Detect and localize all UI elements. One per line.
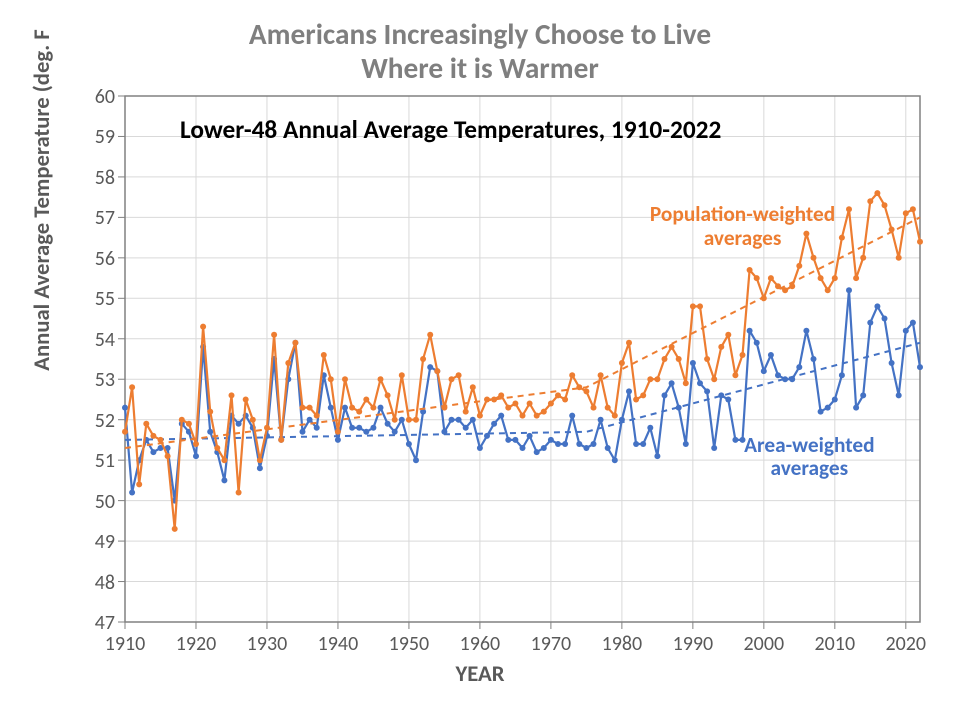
- y-tick-label: 55: [79, 287, 115, 311]
- chart-svg: [0, 0, 960, 720]
- x-axis-label: YEAR: [0, 660, 960, 688]
- y-tick-label: 54: [79, 328, 115, 352]
- x-tick-label: 1960: [458, 632, 502, 656]
- area-series-label-line1: Area-weighted: [699, 434, 919, 457]
- x-tick-label: 1970: [529, 632, 573, 656]
- y-tick-label: 52: [79, 409, 115, 433]
- population-series-label-line1: Population-weighted: [623, 203, 863, 226]
- y-tick-label: 50: [79, 490, 115, 514]
- in-chart-title: Lower-48 Annual Average Temperatures, 19…: [180, 114, 721, 145]
- x-tick-label: 2010: [813, 632, 857, 656]
- y-tick-label: 58: [79, 166, 115, 190]
- y-tick-label: 53: [79, 368, 115, 392]
- x-tick-label: 2000: [742, 632, 786, 656]
- area-series-label: Area-weighted averages: [699, 434, 919, 481]
- x-tick-label: 1910: [103, 632, 147, 656]
- y-tick-label: 57: [79, 206, 115, 230]
- y-tick-label: 49: [79, 530, 115, 554]
- y-tick-label: 51: [79, 449, 115, 473]
- x-tick-label: 1990: [671, 632, 715, 656]
- x-tick-label: 1940: [316, 632, 360, 656]
- area-series-label-line2: averages: [699, 457, 919, 480]
- x-tick-label: 1920: [174, 632, 218, 656]
- y-tick-label: 47: [79, 611, 115, 635]
- population-series-label-line2: averages: [623, 227, 863, 250]
- chart-figure: Americans Increasingly Choose to Live Wh…: [0, 0, 960, 720]
- population-series-label: Population-weighted averages: [623, 203, 863, 250]
- x-tick-label: 2020: [884, 632, 928, 656]
- y-tick-label: 48: [79, 571, 115, 595]
- x-tick-label: 1980: [600, 632, 644, 656]
- x-tick-label: 1950: [387, 632, 431, 656]
- y-tick-label: 60: [79, 85, 115, 109]
- y-axis-label: Annual Average Temperature (deg. F: [28, 0, 56, 560]
- x-tick-label: 1930: [245, 632, 289, 656]
- y-tick-label: 56: [79, 247, 115, 271]
- y-tick-label: 59: [79, 125, 115, 149]
